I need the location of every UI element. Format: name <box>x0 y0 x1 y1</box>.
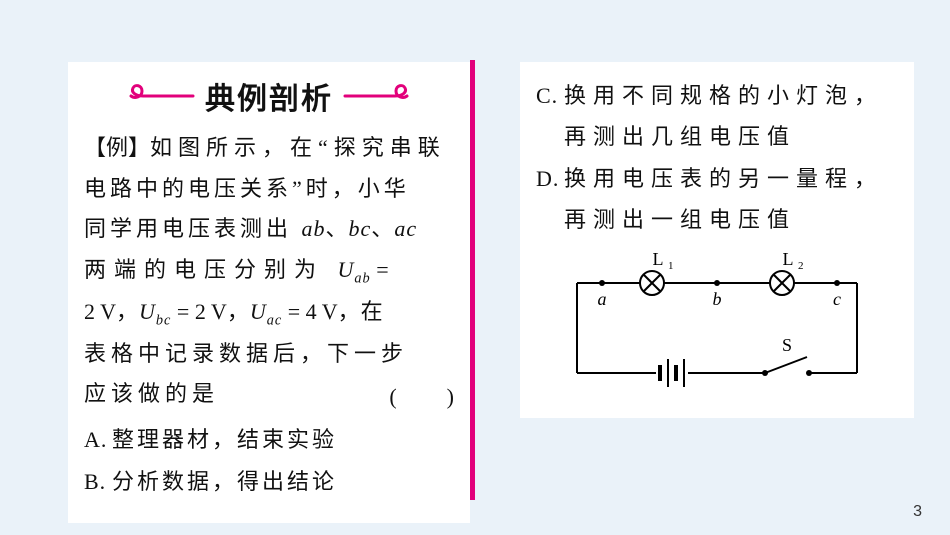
uac-val: 4 V <box>306 299 338 324</box>
c1: ， <box>116 299 139 324</box>
flourish-right-icon <box>343 83 413 109</box>
eq3: = <box>282 299 305 324</box>
flourish-left-icon <box>125 83 195 109</box>
svg-text:a: a <box>598 289 607 309</box>
circuit-diagram: SabcL1L2 <box>557 253 877 408</box>
option-b-label: B. <box>84 462 112 503</box>
line3-head: 同学用电压表测出 <box>84 216 302 241</box>
slide-page: 典例剖析 【例】如图所示，在“探究串联 电路中的电压关系”时，小华 同学用电压表… <box>0 0 950 535</box>
option-a-label: A. <box>84 420 112 461</box>
line6: 表格中记录数据后，下一步 <box>84 341 408 366</box>
svg-text:L: L <box>783 253 794 269</box>
eq2: = <box>171 299 194 324</box>
svg-text:c: c <box>833 289 841 309</box>
option-d-label: D. <box>536 159 564 200</box>
uab-sub: ab <box>354 270 370 286</box>
seg-ac: ac <box>394 216 417 241</box>
svg-text:2: 2 <box>798 260 804 272</box>
page-number: 3 <box>913 503 922 521</box>
ubc-val: 2 V <box>195 299 227 324</box>
right-column: C. 换用不同规格的小灯泡， 再测出几组电压值 D. 换用电压表的另一量程， 再… <box>520 62 914 418</box>
option-a-text: 整理器材，结束实验 <box>112 420 454 461</box>
option-b-text: 分析数据，得出结论 <box>112 462 454 503</box>
svg-text:1: 1 <box>668 260 674 272</box>
problem-text: 【例】如图所示，在“探究串联 电路中的电压关系”时，小华 同学用电压表测出 ab… <box>84 128 454 503</box>
paren-open: ( <box>389 384 396 409</box>
uab-val: 2 V <box>84 299 116 324</box>
line1: 如图所示，在“探究串联 <box>150 135 446 160</box>
sep2: 、 <box>371 216 394 241</box>
ubc-sub: bc <box>156 312 172 328</box>
option-b: B. 分析数据，得出结论 <box>84 462 454 503</box>
option-c-line1: 换用不同规格的小灯泡， <box>564 76 898 117</box>
ubc-sym: U <box>139 299 156 324</box>
option-c: C. 换用不同规格的小灯泡， <box>536 76 898 117</box>
line2: 电路中的电压关系”时，小华 <box>84 176 410 201</box>
sep1: 、 <box>326 216 349 241</box>
uac-sub: ac <box>267 312 283 328</box>
section-heading-row: 典例剖析 <box>84 74 454 118</box>
options-continued: C. 换用不同规格的小灯泡， 再测出几组电压值 D. 换用电压表的另一量程， 再… <box>536 76 898 241</box>
seg-ab: ab <box>302 216 326 241</box>
uab-sym: U <box>338 257 355 282</box>
option-d-line1: 换用电压表的另一量程， <box>564 159 898 200</box>
circuit-svg: SabcL1L2 <box>557 253 877 403</box>
line4-head: 两端的电压分别为 <box>84 257 338 282</box>
c2: ， <box>227 299 250 324</box>
section-title: 典例剖析 <box>205 74 333 118</box>
svg-text:S: S <box>782 335 792 355</box>
uac-sym: U <box>250 299 267 324</box>
column-divider <box>470 60 475 500</box>
svg-text:L: L <box>653 253 664 269</box>
c3: ， <box>338 299 361 324</box>
svg-text:b: b <box>713 289 722 309</box>
paren-close: ) <box>447 384 454 409</box>
tail4: 在 <box>361 299 384 324</box>
option-a: A. 整理器材，结束实验 <box>84 420 454 461</box>
option-c-line2: 再测出几组电压值 <box>536 117 898 158</box>
option-d: D. 换用电压表的另一量程， <box>536 159 898 200</box>
option-c-label: C. <box>536 76 564 117</box>
option-d-line2: 再测出一组电压值 <box>536 200 898 241</box>
left-column: 典例剖析 【例】如图所示，在“探究串联 电路中的电压关系”时，小华 同学用电压表… <box>68 62 470 523</box>
line7: 应该做的是 <box>84 381 219 406</box>
example-tag: 【例】 <box>84 135 150 160</box>
eq1: = <box>371 257 389 282</box>
seg-bc: bc <box>349 216 372 241</box>
